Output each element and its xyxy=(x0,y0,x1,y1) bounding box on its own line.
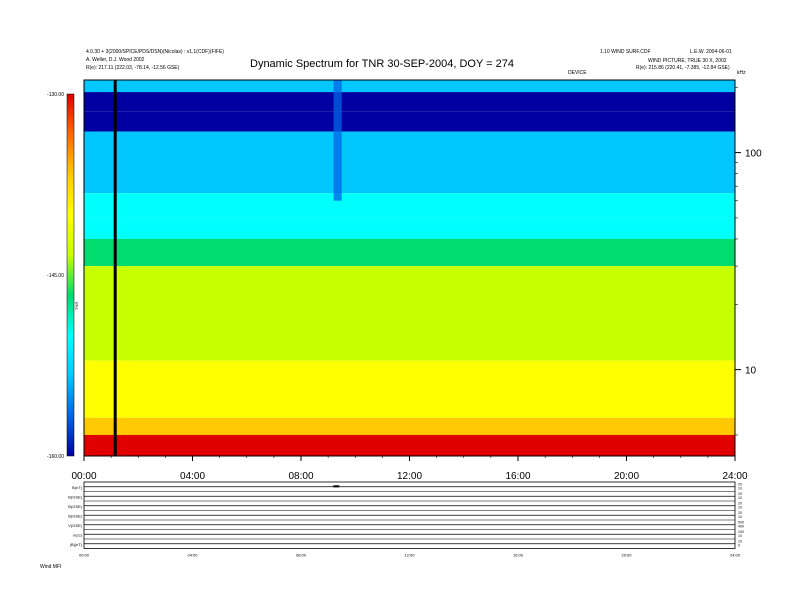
colorbar-tick-label: -130.00 xyxy=(47,92,64,98)
subpanel-x-tick-label: 24:00 xyxy=(730,553,741,558)
spectrum-band xyxy=(84,193,735,218)
left-meta-1: 4.0.30 + 3(2000/SPICE/PDS/DSN)(Nicolas) … xyxy=(86,49,224,55)
colorbar-tick-label: -145.00 xyxy=(47,273,64,279)
subpanel-tick-label: 10 xyxy=(738,515,742,519)
x-tick-label: 12:00 xyxy=(397,471,422,482)
x-tick-label: 20:00 xyxy=(614,471,639,482)
subpanel-tick-label: 100 xyxy=(738,530,744,534)
colorbar: -130.00 -145.00 -160.00 TNR xyxy=(47,92,79,460)
x-tick-label: 16:00 xyxy=(505,471,530,482)
subpanel-label: |B|(nT) xyxy=(70,542,83,547)
spectrum-band xyxy=(84,266,735,361)
y-tick-label: 100 xyxy=(745,149,762,160)
subpanel-tick-label: 10 xyxy=(738,496,742,500)
page-title: Dynamic Spectrum for TNR 30-SEP-2004, DO… xyxy=(250,58,515,70)
subpanel-tick-label: 10 xyxy=(738,534,742,538)
subpanel-tick-label: 20 xyxy=(738,502,742,506)
subpanel-tick-label: 20 xyxy=(738,511,742,515)
colorbar-tick-label: -160.00 xyxy=(47,454,64,460)
subpanel-tick-label: 0 xyxy=(738,544,740,548)
feature-layer xyxy=(113,80,342,456)
x-tick-label: 04:00 xyxy=(180,471,205,482)
right-meta-2: L.E.W. 2004-06-01 xyxy=(690,49,732,55)
spectrum-band xyxy=(84,434,735,456)
spectrum-band xyxy=(84,217,735,239)
subpanel-label: B(nT) xyxy=(72,485,83,490)
left-meta-3: R(e): 217.11 (222.03, -78.14, -12.56 GSE… xyxy=(86,65,180,71)
subpanel-x-tick-label: 20:00 xyxy=(621,553,632,558)
subpanel-x-tick-label: 08:00 xyxy=(296,553,307,558)
colorbar-label: TNR xyxy=(74,302,79,310)
spectrum-band xyxy=(84,238,735,267)
subpanel-label: B(GSE) xyxy=(68,513,82,518)
subpanel-tick-label: 400 xyxy=(738,525,744,529)
spectrum-band xyxy=(84,92,735,112)
subpanel-tick-label: 10 xyxy=(738,540,742,544)
subpanel-tick-label: 500 xyxy=(738,521,744,525)
subpanel-x-tick-label: 04:00 xyxy=(187,553,198,558)
top-right-label: DEVICE xyxy=(568,70,587,76)
colorbar-strip xyxy=(66,93,75,457)
right-meta-1: 1.10 WIND SURF.CDF xyxy=(600,49,651,55)
y-tick-label: 10 xyxy=(745,366,757,377)
subpanel-tick-label: 10 xyxy=(738,506,742,510)
x-tick-label: 08:00 xyxy=(288,471,313,482)
subpanels: B(nT)2010B(GSE)2010B(GSE)2010B(GSE)2010V… xyxy=(68,481,744,558)
spectrum-band xyxy=(84,131,735,194)
left-meta-2: A. Weller, D.J. Wood 2002 xyxy=(86,57,145,63)
axes: 00:00 04:00 08:00 12:00 16:00 20:00 24:00 10 100 xyxy=(71,86,762,482)
spectrum-band xyxy=(84,111,735,132)
spectrum-band xyxy=(84,360,735,418)
subpanel-tick-label: 10 xyxy=(738,487,742,491)
subpanel-tick-label: 20 xyxy=(738,492,742,496)
spectrum-band xyxy=(84,417,735,435)
spectrum-band xyxy=(84,80,735,93)
right-meta-4: WIND PICTURE, TRUE 30 X, 2002 xyxy=(648,58,727,64)
subpanel-x-tick-label: 16:00 xyxy=(513,553,524,558)
unit-label: kHz xyxy=(737,70,746,76)
x-tick-label: 00:00 xyxy=(71,471,96,482)
subpanel-label: B(GSE) xyxy=(68,504,82,509)
subpanel-x-tick-label: 12:00 xyxy=(404,553,415,558)
footer-label: Wind MFI xyxy=(40,564,62,570)
burst-feature xyxy=(333,80,342,201)
subpanel-blip xyxy=(333,485,340,488)
subpanel-tick-label: 20 xyxy=(738,483,742,487)
x-tick-label: 24:00 xyxy=(722,471,747,482)
subpanel-label: V(GSE) xyxy=(68,523,82,528)
subpanel-x-tick-label: 00:00 xyxy=(79,553,90,558)
subpanel-label: n(cc) xyxy=(73,532,83,537)
right-meta-3: R(e): 215.86 (220.41, -7.385, -12.84 GSE… xyxy=(636,65,730,71)
heatmap-bands xyxy=(84,80,735,456)
subpanel-label: B(GSE) xyxy=(68,494,82,499)
